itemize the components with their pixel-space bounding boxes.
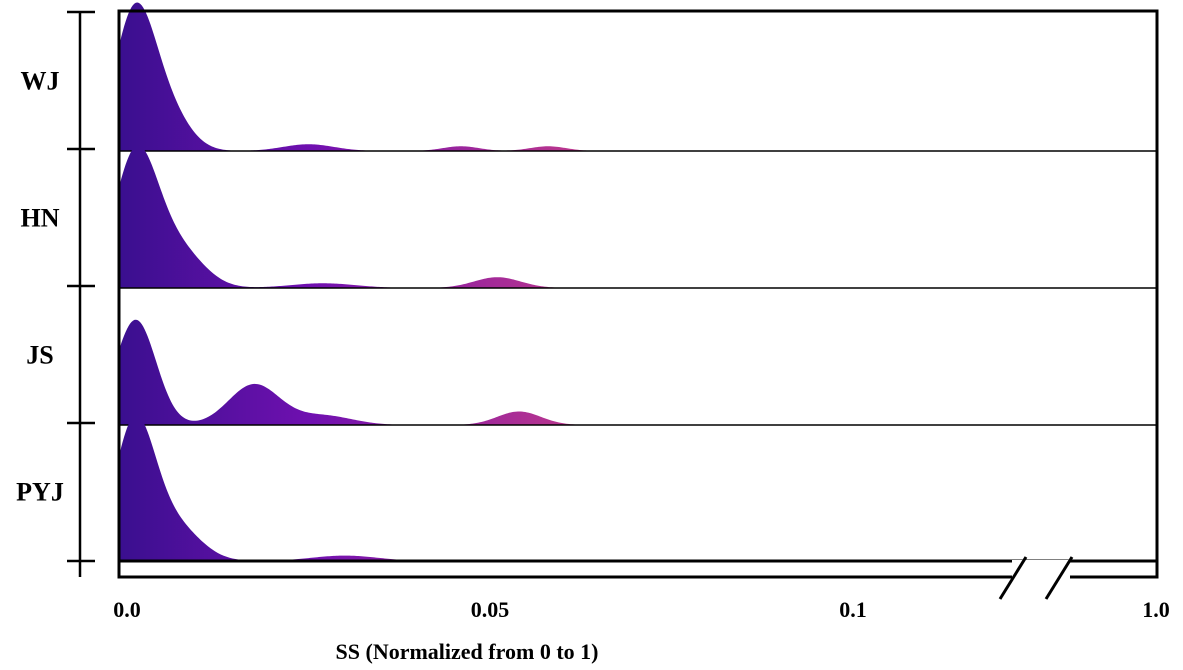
x-tick-label: 1.0 [1142, 597, 1170, 622]
x-tick-label: 0.1 [839, 597, 867, 622]
category-labels: WJ HN JS PYJ [16, 67, 64, 507]
ridge-js [120, 319, 1156, 425]
ridge-wj [120, 2, 1156, 151]
category-label-hn: HN [21, 204, 60, 233]
category-label-pyj: PYJ [16, 478, 64, 507]
ridge-hn [120, 145, 1156, 288]
ridge-pyj [120, 415, 1156, 561]
category-label-js: JS [26, 341, 53, 370]
x-tick-label: 0.0 [113, 597, 141, 622]
plot-frame [117, 9, 1159, 579]
x-axis-title: SS (Normalized from 0 to 1) [336, 639, 599, 664]
ridges-group [120, 2, 1156, 563]
axis-break-mark [998, 556, 1074, 600]
x-tick-labels: 0.0 0.05 0.1 1.0 [113, 597, 1170, 622]
category-label-wj: WJ [21, 67, 60, 96]
category-axis-ticks [67, 10, 95, 563]
x-tick-label: 0.05 [471, 597, 510, 622]
